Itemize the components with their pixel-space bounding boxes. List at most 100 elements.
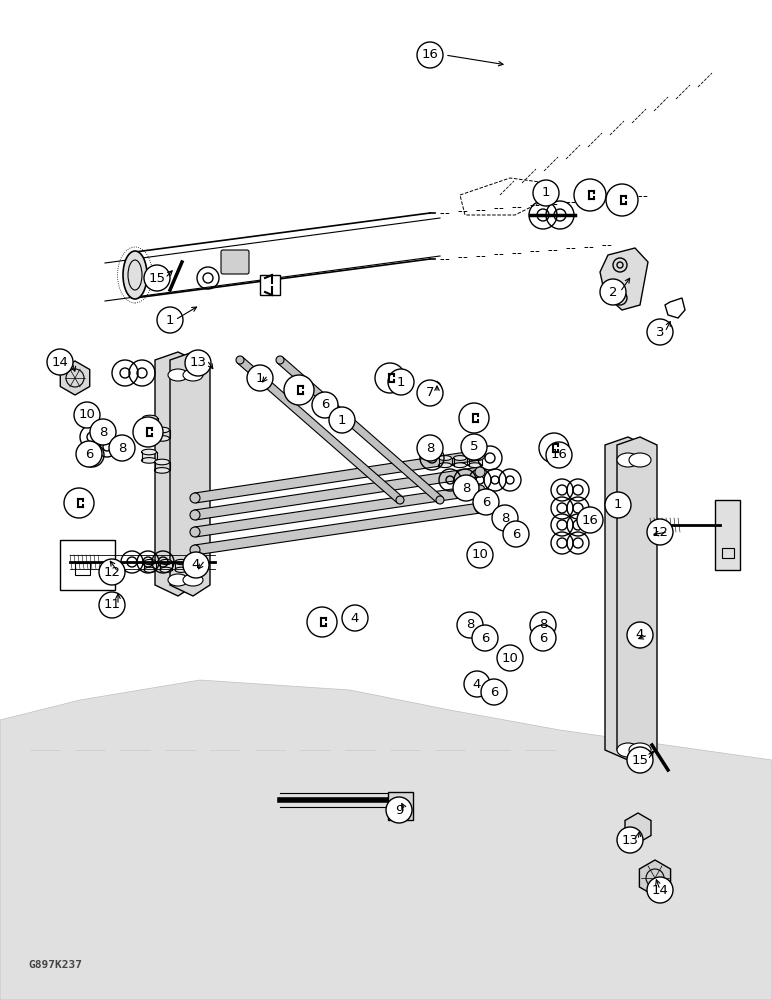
Circle shape <box>475 450 485 460</box>
Circle shape <box>417 42 443 68</box>
Circle shape <box>247 365 273 391</box>
Text: 4: 4 <box>350 611 359 624</box>
Polygon shape <box>195 485 481 537</box>
Text: 8: 8 <box>466 618 474 632</box>
Text: 3: 3 <box>655 326 664 338</box>
Text: 4: 4 <box>472 678 481 690</box>
Ellipse shape <box>160 559 172 565</box>
Circle shape <box>627 747 653 773</box>
Text: 1: 1 <box>397 375 405 388</box>
Circle shape <box>492 505 518 531</box>
Text: 10: 10 <box>502 652 519 664</box>
Circle shape <box>546 442 572 468</box>
Circle shape <box>90 419 116 445</box>
Ellipse shape <box>154 436 170 441</box>
Circle shape <box>475 467 485 477</box>
Text: G897K237: G897K237 <box>28 960 82 970</box>
Circle shape <box>457 612 483 638</box>
Ellipse shape <box>175 559 187 565</box>
Circle shape <box>647 319 673 345</box>
Circle shape <box>600 279 626 305</box>
Circle shape <box>375 363 405 393</box>
Circle shape <box>417 380 443 406</box>
Bar <box>75 563 90 575</box>
Ellipse shape <box>453 456 466 460</box>
Circle shape <box>307 607 337 637</box>
Ellipse shape <box>175 567 187 572</box>
Polygon shape <box>155 352 195 596</box>
Bar <box>141 452 157 460</box>
Ellipse shape <box>617 743 639 757</box>
Circle shape <box>472 625 498 651</box>
Ellipse shape <box>438 456 452 460</box>
Ellipse shape <box>453 463 466 468</box>
Circle shape <box>436 496 444 504</box>
Circle shape <box>190 527 200 537</box>
Text: 8: 8 <box>118 442 126 454</box>
Circle shape <box>99 592 125 618</box>
Text: 6: 6 <box>489 686 498 698</box>
Ellipse shape <box>168 369 188 381</box>
Ellipse shape <box>123 251 147 299</box>
Text: 16: 16 <box>422 48 438 62</box>
Text: 11: 11 <box>103 598 120 611</box>
Circle shape <box>190 510 200 520</box>
Text: 6: 6 <box>321 398 329 412</box>
Bar <box>388 792 413 820</box>
Circle shape <box>461 434 487 460</box>
Text: 9: 9 <box>394 804 403 816</box>
Circle shape <box>497 645 523 671</box>
Polygon shape <box>195 467 481 520</box>
Circle shape <box>539 433 569 463</box>
Circle shape <box>647 877 673 903</box>
Circle shape <box>617 827 643 853</box>
Bar <box>143 418 157 426</box>
Ellipse shape <box>629 743 651 757</box>
Text: 5: 5 <box>469 440 478 454</box>
Circle shape <box>453 475 479 501</box>
Circle shape <box>464 671 490 697</box>
Text: 6: 6 <box>481 632 489 645</box>
Ellipse shape <box>617 453 639 467</box>
Circle shape <box>99 559 125 585</box>
Text: 8: 8 <box>462 482 470 494</box>
Text: 15: 15 <box>148 271 165 284</box>
Ellipse shape <box>154 459 170 465</box>
Ellipse shape <box>183 369 203 381</box>
Polygon shape <box>605 437 645 760</box>
Text: 1: 1 <box>338 414 347 426</box>
FancyBboxPatch shape <box>221 250 249 274</box>
Circle shape <box>312 392 338 418</box>
Circle shape <box>284 375 314 405</box>
Bar <box>175 562 187 570</box>
Polygon shape <box>277 357 442 503</box>
Circle shape <box>190 493 200 503</box>
Circle shape <box>190 545 200 555</box>
Ellipse shape <box>141 449 157 455</box>
Circle shape <box>185 350 211 376</box>
Circle shape <box>396 496 404 504</box>
Text: 16: 16 <box>550 448 567 462</box>
Circle shape <box>574 179 606 211</box>
Circle shape <box>183 552 209 578</box>
Bar <box>160 562 172 570</box>
Text: 1: 1 <box>614 498 622 512</box>
Text: 1: 1 <box>256 371 264 384</box>
Ellipse shape <box>144 559 156 565</box>
Circle shape <box>605 492 631 518</box>
Text: 6: 6 <box>482 495 490 508</box>
Text: 1: 1 <box>166 314 174 326</box>
Circle shape <box>144 265 170 291</box>
Ellipse shape <box>144 567 156 572</box>
Ellipse shape <box>469 463 482 468</box>
Polygon shape <box>715 500 740 570</box>
Ellipse shape <box>433 382 441 394</box>
Bar <box>144 562 156 570</box>
Text: 8: 8 <box>501 512 510 524</box>
Bar <box>438 458 452 465</box>
Text: 13: 13 <box>189 357 206 369</box>
Circle shape <box>417 435 443 461</box>
Circle shape <box>459 403 489 433</box>
Polygon shape <box>600 248 648 310</box>
Text: 15: 15 <box>631 754 648 766</box>
